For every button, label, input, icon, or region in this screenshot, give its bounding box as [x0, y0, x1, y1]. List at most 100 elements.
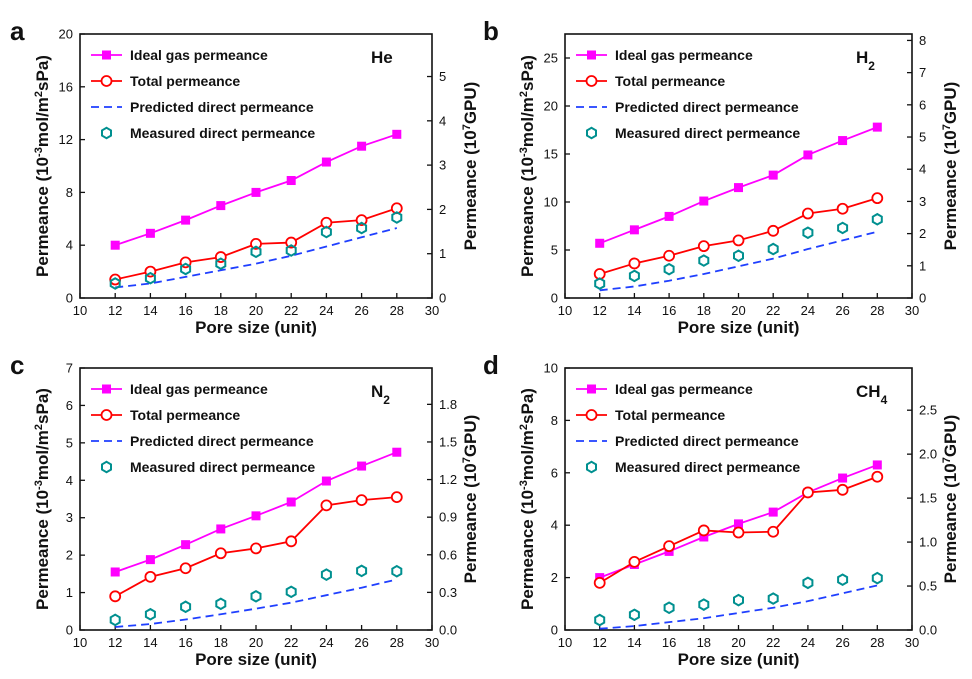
data-point-hexagon [802, 226, 814, 240]
data-point-square [181, 540, 191, 550]
legend-marker-hexagon [101, 126, 112, 140]
y-tick-label: 0 [551, 291, 558, 306]
data-point-square [734, 519, 743, 529]
data-point-square [110, 567, 120, 577]
y2-tick-label: 0.3 [439, 585, 457, 600]
legend: Ideal gas permeance Total permeance Predic… [576, 381, 800, 475]
data-point-hexagon [320, 568, 332, 581]
data-point-hexagon [871, 571, 883, 585]
data-point-hexagon [871, 212, 883, 226]
x-tick-label: 20 [249, 635, 263, 650]
legend-label: Predicted direct permeance [130, 433, 314, 449]
y-tick-label: 8 [551, 413, 558, 428]
x-tick-label: 30 [425, 635, 439, 650]
series-dashed-line [599, 230, 878, 292]
y-tick-label: 4 [66, 473, 73, 488]
x-tick-label: 24 [801, 303, 815, 318]
x-tick-label: 24 [319, 635, 333, 650]
y-axis-label-part: Permeance (10 [518, 157, 537, 277]
data-point-circle [250, 237, 262, 250]
gas-label: He [371, 48, 393, 67]
y-tick-label: 1 [66, 585, 73, 600]
legend-label: Ideal gas permeance [615, 381, 753, 397]
data-point-hexagon [109, 613, 121, 627]
data-point-circle [593, 576, 606, 589]
y2-tick-label: 3 [439, 158, 446, 173]
panel-a: a10 12 14 16 18 20 22 24 26 28 30048121620012345Po… [10, 16, 480, 337]
y2-tick-label: 2.0 [919, 447, 937, 462]
y-tick-label: 6 [66, 398, 73, 413]
y-axis-label-part: mol/m [518, 430, 537, 480]
data-point-square [357, 141, 367, 151]
data-point-hexagon [767, 242, 779, 256]
legend-marker-square [587, 384, 596, 394]
y-axis-label-part: Permeance (10 [518, 490, 537, 610]
y2-tick-label: 5 [439, 69, 446, 84]
y2-tick-label: 0.0 [439, 623, 457, 638]
x-axis-label: Pore size (unit) [678, 318, 800, 337]
x-tick-label: 20 [249, 303, 263, 318]
y2-axis-label-part: GPU) [941, 82, 960, 125]
y2-tick-label: 0.9 [439, 510, 457, 525]
data-point-hexagon [215, 597, 227, 611]
y-tick-label: 20 [544, 99, 558, 114]
x-tick-label: 10 [558, 635, 572, 650]
data-point-square [321, 476, 331, 486]
x-tick-label: 30 [905, 635, 919, 650]
y2-tick-label: 8 [919, 33, 926, 48]
y2-tick-label: 0 [919, 291, 926, 306]
data-point-square [321, 157, 331, 167]
y-tick-label: 12 [59, 132, 73, 147]
series-dashed-line [599, 584, 878, 630]
x-tick-label: 14 [627, 635, 641, 650]
y2-axis-label-part: GPU) [941, 415, 960, 458]
y2-axis-label: Permeance (107GPU) [461, 415, 480, 584]
y-tick-label: 2 [66, 548, 73, 563]
data-point-hexagon [802, 576, 814, 590]
data-point-square [768, 507, 778, 517]
legend-label: Predicted direct permeance [130, 99, 314, 115]
legend-marker-square [102, 384, 111, 394]
y-tick-label: 5 [551, 243, 558, 258]
series-predicted [115, 578, 398, 628]
legend-marker-circle [585, 409, 598, 421]
data-point-circle [871, 192, 884, 205]
data-point-circle [802, 486, 814, 499]
series-total [109, 202, 403, 286]
y2-tick-label: 0 [439, 291, 446, 306]
data-point-hexagon [837, 221, 849, 235]
data-point-circle [732, 526, 745, 539]
data-point-circle [285, 236, 298, 249]
data-point-circle [109, 590, 122, 603]
series-measured [594, 571, 883, 627]
legend-label: Total permeance [130, 407, 240, 423]
y2-tick-label: 1 [439, 246, 446, 261]
legend: Ideal gas permeance Total permeance Predic… [91, 381, 315, 475]
series-total [109, 491, 403, 603]
data-point-hexagon [250, 589, 262, 603]
data-point-square [838, 136, 848, 146]
data-point-circle [144, 570, 157, 583]
legend-label: Ideal gas permeance [615, 47, 753, 63]
data-point-hexagon [356, 564, 368, 578]
x-tick-label: 20 [731, 635, 745, 650]
gas-label: CH4 [856, 382, 888, 407]
series-predicted [599, 584, 878, 630]
data-point-hexagon [594, 277, 606, 290]
panel-letter: c [10, 350, 24, 380]
y2-axis-label-sup: 7 [461, 124, 473, 130]
data-point-circle [767, 525, 780, 538]
data-point-circle [390, 491, 403, 504]
panel-letter: b [483, 16, 499, 46]
y-tick-label: 16 [59, 79, 73, 94]
data-point-square [181, 215, 191, 225]
data-point-square [286, 497, 296, 507]
x-tick-label: 16 [178, 303, 192, 318]
y2-axis-label: Permeance (107GPU) [941, 415, 960, 584]
series-predicted [115, 227, 398, 289]
y-tick-label: 2 [551, 570, 558, 585]
legend-marker-square [587, 50, 596, 60]
data-point-hexagon [628, 269, 640, 283]
y-axis-label-part: Permeance (10 [33, 157, 52, 277]
